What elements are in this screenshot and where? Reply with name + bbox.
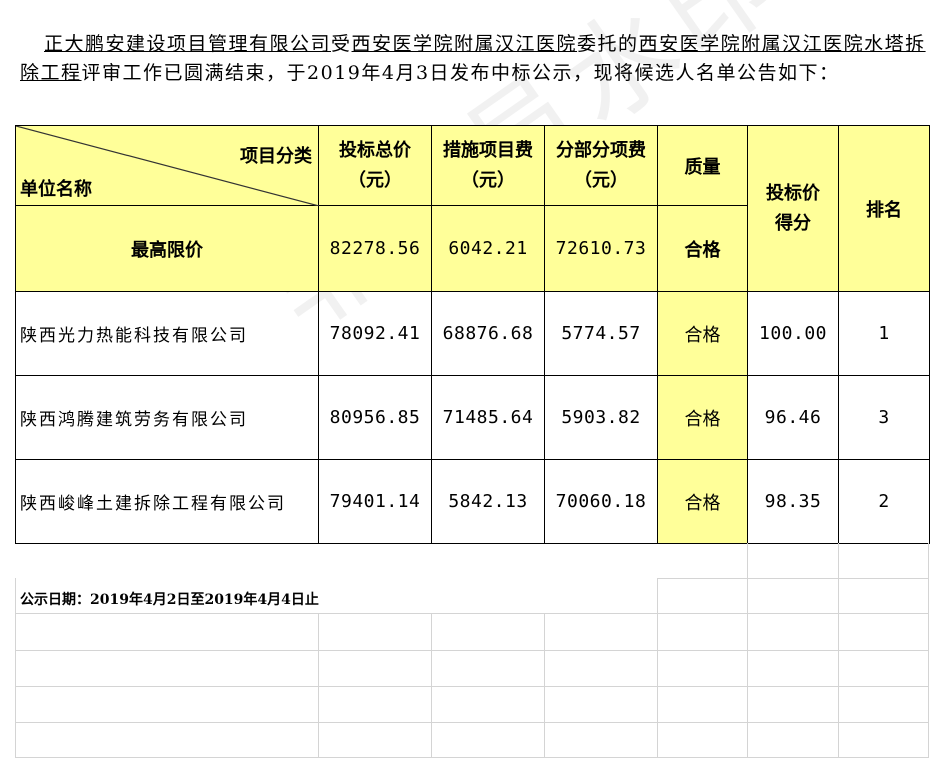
row-1-quality: 合格 bbox=[658, 292, 748, 376]
intro-text: 委托的 bbox=[577, 33, 639, 55]
diagonal-line bbox=[16, 126, 319, 206]
limit-measures-fee: 6042.21 bbox=[432, 206, 545, 292]
grid-line bbox=[15, 686, 929, 687]
row-1-score: 100.00 bbox=[748, 292, 839, 376]
project-name: 西安医学院附属汉江医院水塔拆除工程 bbox=[20, 33, 926, 84]
grid-line bbox=[318, 613, 319, 758]
header-total-price: 投标总价 （元） bbox=[319, 126, 432, 206]
header-diagonal-cell: 项目分类 单位名称 bbox=[16, 126, 319, 206]
agency-name: 正大鹏安建设项目管理有限公司 bbox=[44, 33, 332, 55]
empty-sheet-grid bbox=[15, 543, 929, 758]
row-1-rank: 1 bbox=[839, 292, 930, 376]
header-label: 措施项目费 bbox=[443, 139, 533, 161]
header-unit: （元） bbox=[348, 169, 402, 191]
row-3-total-price: 79401.14 bbox=[319, 460, 432, 544]
grid-line bbox=[15, 650, 929, 651]
row-2-quality: 合格 bbox=[658, 376, 748, 460]
row-3-subitem-fee: 70060.18 bbox=[545, 460, 658, 544]
header-unit: （元） bbox=[574, 169, 628, 191]
row-2-rank: 3 bbox=[839, 376, 930, 460]
candidate-table: 项目分类 单位名称 投标总价 （元） 措施项目费 （元） 分部分项费 （元） 质量 投… bbox=[15, 125, 930, 544]
grid-line bbox=[431, 613, 432, 758]
limit-total-price: 82278.56 bbox=[319, 206, 432, 292]
row-2-name: 陕西鸿腾建筑劳务有限公司 bbox=[16, 376, 319, 460]
grid-line bbox=[15, 578, 16, 758]
header-score: 投标价得分 bbox=[748, 126, 839, 292]
grid-line bbox=[657, 578, 658, 758]
intro-paragraph: 正大鹏安建设项目管理有限公司受西安医学院附属汉江医院委托的西安医学院附属汉江医院… bbox=[20, 30, 930, 88]
header-quality: 质量 bbox=[658, 126, 748, 206]
row-1-total-price: 78092.41 bbox=[319, 292, 432, 376]
header-measures-fee: 措施项目费 （元） bbox=[432, 126, 545, 206]
limit-subitem-fee: 72610.73 bbox=[545, 206, 658, 292]
row-3-quality: 合格 bbox=[658, 460, 748, 544]
row-1-name: 陕西光力热能科技有限公司 bbox=[16, 292, 319, 376]
header-unit-name: 单位名称 bbox=[20, 179, 92, 200]
grid-line bbox=[657, 578, 929, 579]
intro-text: 评审工作已圆满结束，于2019年4月3日发布中标公示，现将候选人名单公告如下： bbox=[81, 62, 840, 84]
header-label: 分部分项费 bbox=[556, 139, 646, 161]
header-subitem-fee: 分部分项费 （元） bbox=[545, 126, 658, 206]
header-unit: （元） bbox=[461, 169, 515, 191]
client-name: 西安医学院附属汉江医院 bbox=[351, 33, 578, 55]
row-1-subitem-fee: 5774.57 bbox=[545, 292, 658, 376]
limit-label: 最高限价 bbox=[16, 206, 319, 292]
limit-quality: 合格 bbox=[658, 206, 748, 292]
row-2-total-price: 80956.85 bbox=[319, 376, 432, 460]
row-2-measures-fee: 71485.64 bbox=[432, 376, 545, 460]
intro-text: 受 bbox=[331, 33, 352, 55]
row-2-subitem-fee: 5903.82 bbox=[545, 376, 658, 460]
grid-line bbox=[15, 722, 929, 723]
row-2-score: 96.46 bbox=[748, 376, 839, 460]
publicity-date: 公示日期：2019年4月2日至2019年4月4日止 bbox=[20, 592, 319, 608]
row-1-measures-fee: 68876.68 bbox=[432, 292, 545, 376]
grid-line bbox=[544, 613, 545, 758]
row-3-measures-fee: 5842.13 bbox=[432, 460, 545, 544]
header-label: 投标总价 bbox=[339, 139, 411, 161]
row-3-name: 陕西峻峰土建拆除工程有限公司 bbox=[16, 460, 319, 544]
grid-line bbox=[15, 613, 929, 614]
grid-line bbox=[15, 757, 929, 758]
row-3-score: 98.35 bbox=[748, 460, 839, 544]
header-rank: 排名 bbox=[839, 126, 930, 292]
row-3-rank: 2 bbox=[839, 460, 930, 544]
header-category: 项目分类 bbox=[240, 146, 312, 167]
